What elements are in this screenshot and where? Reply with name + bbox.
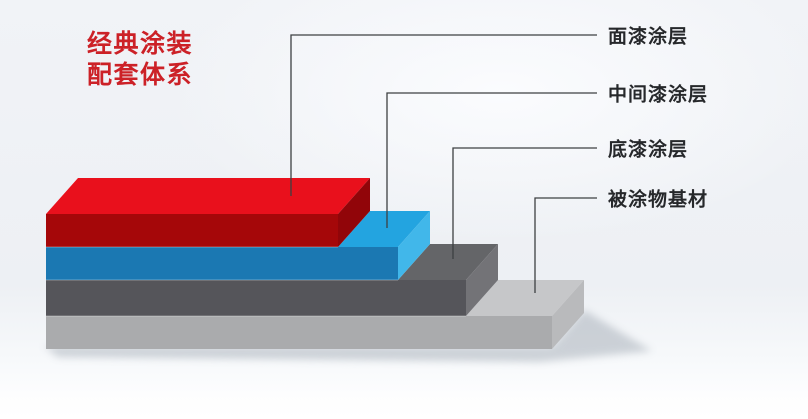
primer-side-face	[466, 244, 498, 316]
layer-midcoat	[46, 211, 430, 280]
midcoat-side-face	[398, 211, 430, 280]
midcoat-front-face	[46, 247, 398, 280]
substrate-front-face	[46, 316, 552, 349]
label-substrate: 被涂物基材	[608, 188, 709, 211]
substrate-top-face	[466, 280, 584, 316]
connector-topcoat	[290, 34, 597, 196]
layer-substrate	[46, 280, 584, 349]
topcoat-front-face	[46, 214, 338, 247]
connector-midcoat	[386, 92, 597, 228]
label-midcoat: 中间漆涂层	[608, 83, 709, 106]
title-line-2: 配套体系	[87, 60, 194, 89]
midcoat-top-face	[338, 211, 430, 247]
primer-front-face	[46, 280, 466, 316]
topcoat-side-face	[338, 178, 370, 247]
layer-separators	[46, 246, 466, 317]
substrate-side-face	[552, 280, 584, 349]
connector-substrate	[534, 197, 597, 293]
title-line-1: 经典涂装	[87, 29, 194, 58]
primer-top-face	[398, 244, 498, 280]
diagram-title: 经典涂装 配套体系	[87, 28, 193, 90]
layer-topcoat	[46, 178, 370, 247]
connector-primer	[452, 147, 597, 259]
topcoat-top-face	[46, 178, 370, 214]
layer-primer	[46, 244, 498, 316]
label-topcoat: 面漆涂层	[608, 25, 689, 48]
label-primer: 底漆涂层	[608, 138, 689, 161]
